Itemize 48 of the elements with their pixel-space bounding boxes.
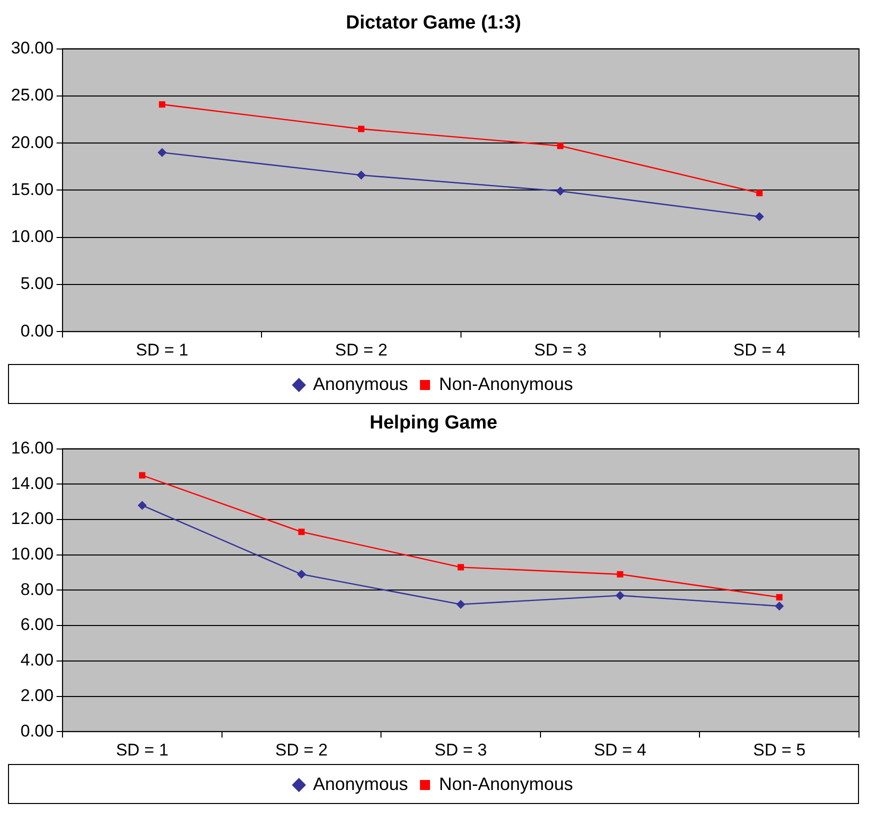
point: [616, 591, 625, 600]
x-tick-label: SD = 5: [753, 740, 806, 760]
point: [556, 186, 565, 196]
point: [456, 600, 466, 609]
y-tick-label: 20.00: [10, 132, 54, 152]
point: [776, 594, 783, 600]
legend-label: Anonymous: [312, 374, 408, 394]
point: [158, 101, 166, 108]
point: [616, 571, 624, 578]
y-tick-label: 30.00: [10, 38, 54, 58]
point: [557, 142, 564, 150]
x-tick-label: SD = 2: [275, 740, 328, 760]
x-tick-label: SD = 4: [733, 340, 786, 360]
point: [356, 170, 366, 180]
x-tick-label: SD = 4: [594, 740, 646, 760]
point: [458, 564, 464, 570]
y-tick-label: 6.00: [20, 615, 54, 634]
chart-title: Dictator Game (1:3): [346, 12, 522, 34]
point: [774, 602, 784, 611]
y-tick-label: 5.00: [20, 274, 54, 294]
point: [158, 148, 167, 157]
point: [138, 500, 147, 510]
y-tick-label: 12.00: [10, 509, 54, 528]
y-tick-label: 0.00: [20, 321, 54, 340]
y-tick-label: 4.00: [20, 650, 54, 670]
y-tick-label: 16.00: [10, 438, 54, 458]
chart-title: Helping Game: [370, 412, 498, 434]
point: [139, 472, 146, 478]
y-tick-label: 25.00: [10, 86, 54, 105]
legend-label: Non-Anonymous: [438, 374, 574, 394]
point: [754, 212, 764, 222]
point: [298, 528, 305, 536]
legend-label: Anonymous: [312, 774, 408, 794]
x-tick-label: SD = 2: [334, 340, 388, 360]
y-tick-label: 10.00: [10, 227, 54, 246]
y-tick-label: 15.00: [10, 180, 54, 199]
point: [358, 126, 364, 132]
point: [296, 570, 306, 579]
legend-label: Non-Anonymous: [438, 774, 574, 794]
x-tick-label: SD = 1: [116, 740, 168, 760]
x-tick-label: SD = 3: [434, 740, 487, 760]
x-tick-label: SD = 3: [534, 340, 587, 360]
y-tick-label: 10.00: [10, 544, 54, 564]
y-tick-label: 2.00: [20, 686, 54, 705]
y-tick-label: 8.00: [20, 580, 54, 599]
y-tick-label: 14.00: [10, 474, 54, 493]
x-tick-label: SD = 1: [136, 340, 188, 360]
y-tick-label: 0.00: [20, 721, 54, 740]
